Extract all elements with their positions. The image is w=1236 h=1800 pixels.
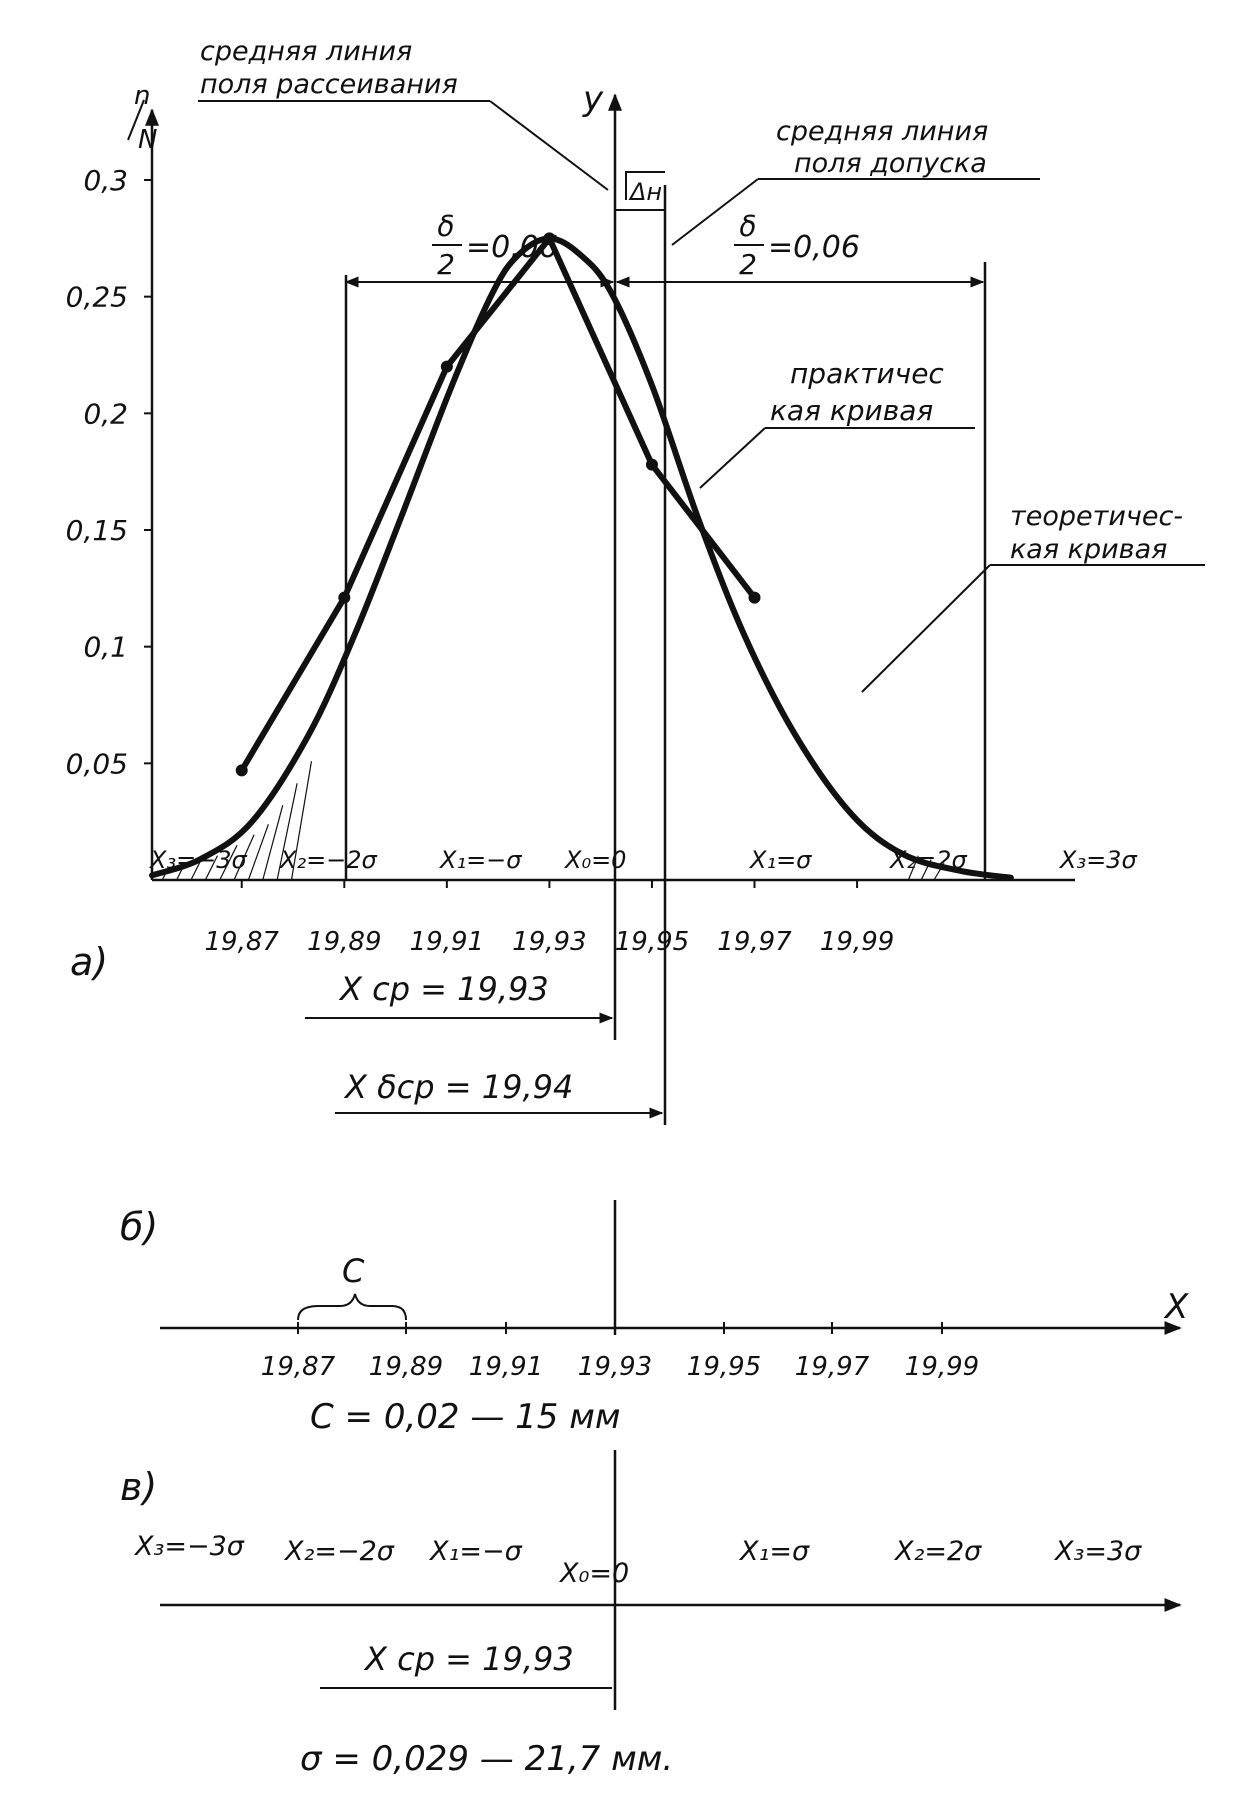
c-bracket [297, 1293, 407, 1321]
x-tick-label: 19,91 [410, 927, 484, 957]
y-axis-y-label: y [582, 79, 604, 119]
hatch-line [290, 761, 313, 881]
hatch-line [204, 855, 219, 881]
svg-text:=0,06: =0,06 [768, 230, 860, 265]
sigma-label-v: X₁=−σ [428, 1536, 523, 1567]
delta-half-right-label: δ 2 =0,06 [734, 210, 860, 281]
sigma-label-a: X₃=3σ [1058, 846, 1137, 874]
svg-text:δ: δ [437, 210, 454, 243]
part-a-label: а) [70, 940, 108, 984]
b-ticks: 19,87 19,89 19,91 19,93 19,95 19,97 19,99 [261, 1322, 979, 1382]
x-tick-label: 19,99 [820, 927, 894, 957]
c-bracket-label: C [342, 1252, 365, 1290]
y-tick-label: 0,3 [83, 164, 128, 197]
x-axis-b-label: X [1163, 1287, 1189, 1327]
x-tick-label: 19,87 [205, 927, 280, 957]
x-ticks-a: 19,87 19,89 19,91 19,93 19,95 19,97 19,99 [205, 880, 894, 957]
y-tick-label: 0,05 [66, 747, 128, 780]
b-tick-label: 19,95 [687, 1352, 761, 1382]
sigma-label-a: X₂=−2σ [278, 846, 378, 874]
practical-curve [238, 235, 758, 774]
svg-text:теоретичес-: теоретичес- [1010, 501, 1183, 532]
practical-points [235, 232, 761, 777]
hatch-line [247, 824, 269, 881]
y-tick-label: 0,25 [66, 281, 128, 314]
sigma-label-a: X₀=0 [563, 846, 626, 874]
sigma-label-v: X₂=2σ [893, 1536, 982, 1567]
x-tick-label: 19,95 [615, 927, 689, 957]
b-tick-label: 19,89 [369, 1352, 443, 1382]
practical-point [440, 360, 453, 373]
practical-point [235, 764, 248, 777]
delta-half-left-label: δ 2 =0,06 [432, 210, 558, 281]
b-tick-label: 19,93 [578, 1352, 652, 1382]
hatch-line [276, 783, 298, 881]
practical-point [338, 591, 351, 604]
part-v-label: в) [120, 1465, 157, 1509]
theoretical-curve [149, 235, 1014, 881]
svg-text:кая кривая: кая кривая [770, 394, 933, 427]
delta-h-label: Δн [628, 178, 662, 206]
sigma-label-v: X₁=σ [738, 1536, 810, 1567]
theoretical-curve-callout: теоретичес- кая кривая [861, 501, 1205, 693]
sigma-label-v: X₃=−3σ [133, 1531, 245, 1562]
delta-h-bracket [625, 171, 665, 200]
sigma-label-a: X₃=−3σ [148, 846, 248, 874]
b-tick-label: 19,87 [261, 1352, 336, 1382]
svg-text:поля допуска: поля допуска [794, 148, 987, 179]
x-tick-label: 19,89 [307, 927, 381, 957]
sigma-labels-a: X₃=−3σ X₂=−2σ X₁=−σ X₀=0 X₁=σ X₂=2σ X₃=3σ [148, 846, 1137, 874]
chart-b: б) X 19,87 19,89 19,91 19,93 19,95 19,97 19,99… [120, 1200, 1189, 1437]
y-axis-label-slash [127, 99, 145, 141]
y-tick-label: 0,2 [83, 397, 128, 430]
chart-a: n N 0,05 0,1 0,15 0,2 0,25 0,3 19,87 19,89 19,9… [66, 36, 1205, 1125]
practical-point [748, 591, 761, 604]
tolerance-midline-callout: средняя линия поля допуска [671, 116, 1040, 246]
sigma-formula: σ = 0,029 — 21,7 мм. [300, 1739, 673, 1779]
svg-text:средняя линия: средняя линия [776, 116, 988, 147]
svg-text:2: 2 [739, 248, 757, 281]
y-ticks: 0,05 0,1 0,15 0,2 0,25 0,3 [66, 164, 152, 780]
sigma-label-a: X₁=−σ [438, 846, 522, 874]
part-b-label: б) [120, 1205, 158, 1249]
practical-point [645, 458, 658, 471]
practical-point [543, 232, 556, 245]
scatter-midline-callout: средняя линия поля рассеивания [198, 36, 609, 191]
hatch-line [219, 844, 238, 881]
sigma-label-a: X₂=2σ [888, 846, 967, 874]
y-axis-label-num: n [134, 81, 150, 111]
chart-v: в) X₃=−3σ X₂=−2σ X₁=−σ X₀=0 X₁=σ X₂=2σ X₃=3σ X… [120, 1450, 1182, 1779]
svg-text:кая кривая: кая кривая [1010, 534, 1167, 565]
hatch-line [233, 834, 255, 881]
svg-text:δ: δ [739, 210, 756, 243]
y-tick-label: 0,15 [66, 514, 128, 547]
hatch-left [161, 761, 313, 881]
svg-text:поля рассеивания: поля рассеивания [200, 69, 458, 100]
x-mean-label: X ср = 19,93 [338, 970, 549, 1008]
sigma-labels-v: X₃=−3σ X₂=−2σ X₁=−σ X₀=0 X₁=σ X₂=2σ X₃=3σ [133, 1531, 1142, 1589]
sigma-label-a: X₁=σ [748, 846, 812, 874]
practical-curve-callout: практичес кая кривая [699, 357, 975, 489]
svg-text:средняя линия: средняя линия [200, 36, 412, 67]
x-tick-label: 19,93 [512, 927, 586, 957]
y-axis-label-den: N [138, 125, 157, 155]
x-tol-mean-label: X δср = 19,94 [343, 1068, 573, 1106]
b-tick-label: 19,99 [905, 1352, 979, 1382]
y-tick-label: 0,1 [83, 631, 128, 664]
b-tick-label: 19,91 [469, 1352, 543, 1382]
sigma-label-v: X₃=3σ [1053, 1536, 1142, 1567]
b-tick-label: 19,97 [795, 1352, 870, 1382]
x-tick-label: 19,97 [717, 927, 792, 957]
svg-text:2: 2 [437, 248, 455, 281]
c-formula: C = 0,02 — 15 мм [310, 1397, 621, 1437]
hatch-line [262, 805, 284, 881]
x-mean-v-label: X ср = 19,93 [363, 1640, 574, 1678]
svg-text:практичес: практичес [790, 357, 944, 390]
hatch-line [190, 861, 201, 881]
sigma-label-v: X₀=0 [558, 1558, 629, 1589]
sigma-label-v: X₂=−2σ [283, 1536, 395, 1567]
